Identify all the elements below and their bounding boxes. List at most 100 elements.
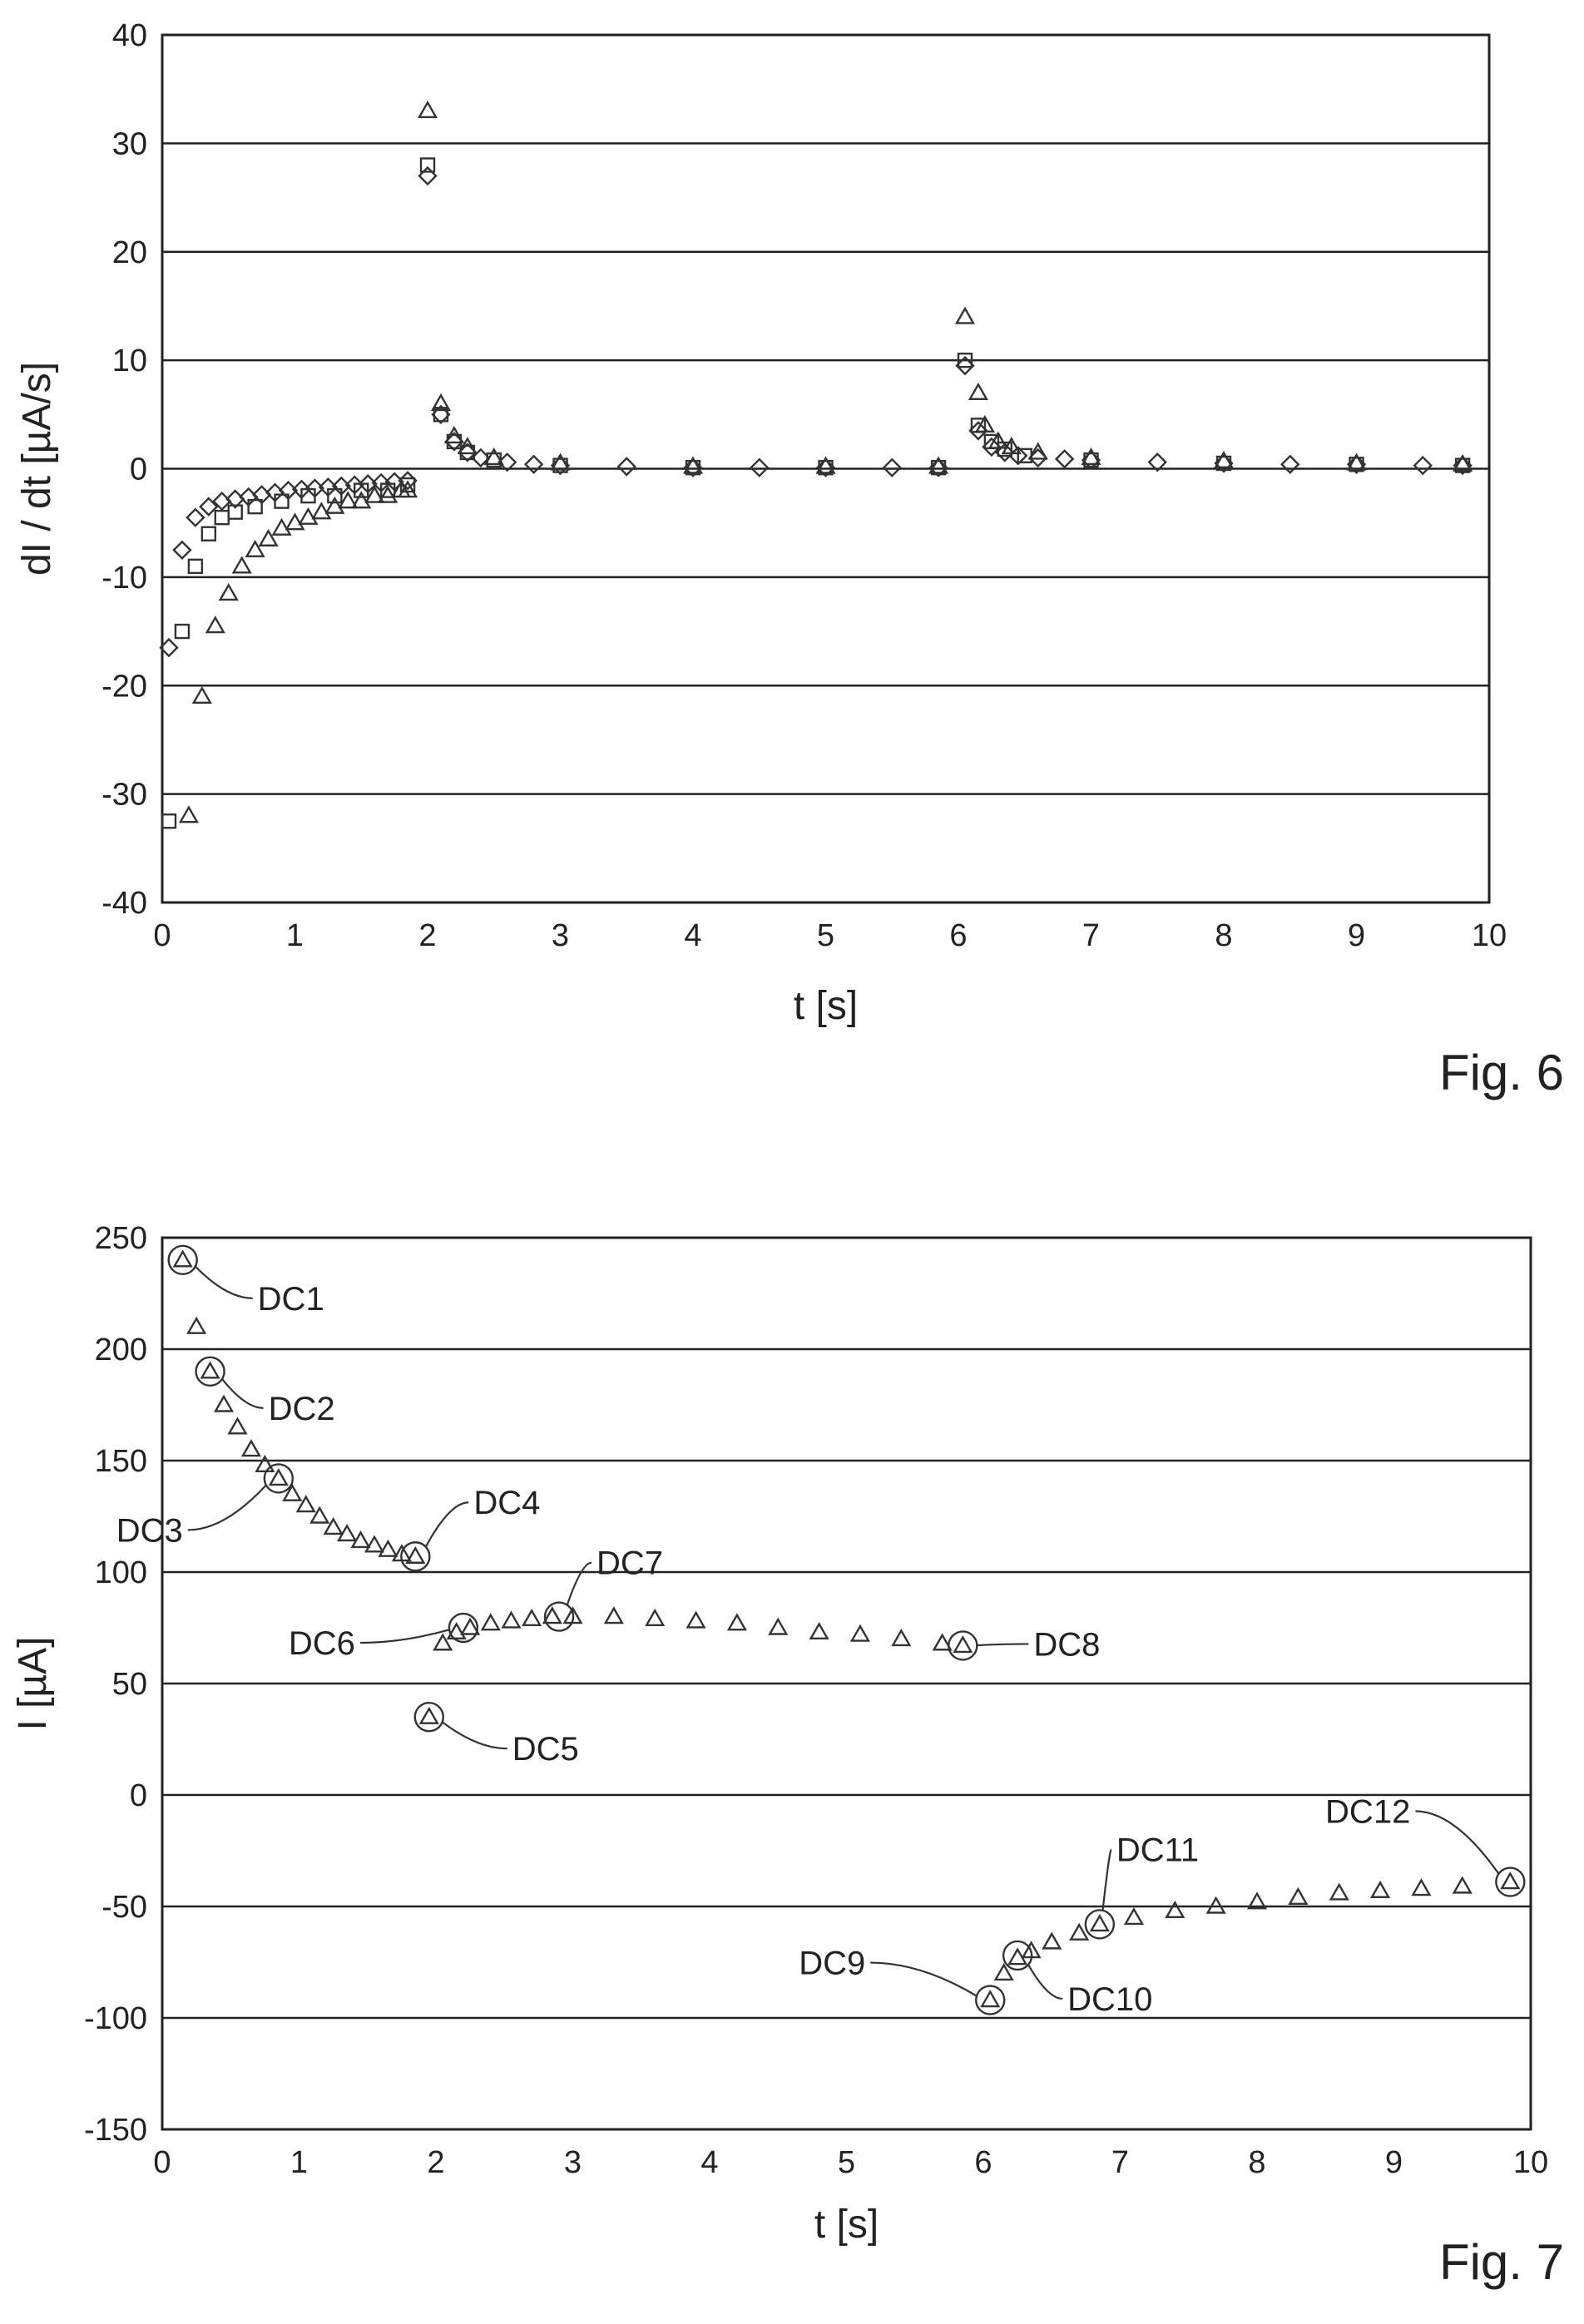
annotation-label: DC2 bbox=[269, 1391, 335, 1427]
data-point-triangle bbox=[191, 685, 212, 704]
data-point-diamond bbox=[444, 432, 464, 452]
data-point-triangle bbox=[501, 1610, 522, 1629]
annotation-circle bbox=[167, 1244, 198, 1276]
data-point-triangle bbox=[815, 456, 836, 474]
data-point-triangle bbox=[271, 517, 292, 536]
data-point-diamond bbox=[882, 457, 902, 477]
data-point-diamond bbox=[1214, 453, 1234, 473]
data-point-triangle bbox=[323, 1516, 344, 1535]
data-point-triangle bbox=[351, 491, 372, 509]
annotation-label: DC5 bbox=[512, 1731, 579, 1768]
y-tick-label: 40 bbox=[112, 18, 147, 53]
data-point-diamond bbox=[550, 455, 571, 476]
data-point-diamond bbox=[815, 457, 836, 477]
data-point-triangle bbox=[378, 485, 398, 503]
data-point-diamond bbox=[968, 421, 988, 441]
data-point-diamond bbox=[497, 452, 517, 472]
annotation-circle bbox=[975, 1985, 1006, 2015]
annotation-leader bbox=[566, 1561, 592, 1605]
annotation-label: DC11 bbox=[1116, 1832, 1199, 1868]
data-point-diamond bbox=[1346, 454, 1367, 474]
data-point-triangle bbox=[953, 1635, 973, 1654]
data-point-diamond bbox=[1453, 455, 1473, 476]
data-point-triangle bbox=[200, 1361, 220, 1379]
data-point-square bbox=[399, 477, 416, 493]
data-point-square bbox=[446, 433, 463, 450]
annotation-label: DC6 bbox=[289, 1625, 355, 1662]
x-tick-label: 6 bbox=[949, 918, 967, 953]
x-tick-label: 4 bbox=[700, 2145, 718, 2180]
annotation-circle bbox=[413, 1701, 444, 1733]
data-point-triangle bbox=[227, 1417, 248, 1435]
x-tick-label: 2 bbox=[418, 918, 436, 953]
data-point-diamond bbox=[1413, 455, 1433, 476]
data-point-triangle bbox=[245, 539, 265, 557]
data-point-square bbox=[1083, 452, 1099, 468]
x-tick-label: 0 bbox=[153, 918, 171, 953]
data-point-diamond bbox=[186, 507, 205, 527]
data-point-triangle bbox=[480, 1613, 501, 1631]
data-point-triangle bbox=[311, 502, 332, 520]
annotation-label: DC12 bbox=[1325, 1794, 1410, 1831]
data-point-square bbox=[161, 813, 177, 829]
annotation-label: DC7 bbox=[596, 1545, 663, 1582]
annotation-label: DC3 bbox=[116, 1512, 183, 1549]
data-point-triangle bbox=[298, 507, 319, 525]
data-point-triangle bbox=[231, 556, 252, 574]
data-point-diamond bbox=[523, 454, 544, 474]
data-point-triangle bbox=[268, 1468, 289, 1486]
data-point-triangle bbox=[603, 1606, 624, 1624]
data-point-triangle bbox=[522, 1608, 542, 1626]
y-tick-label: 250 bbox=[95, 1221, 147, 1256]
x-tick-label: 4 bbox=[684, 918, 701, 953]
data-point-triangle bbox=[1411, 1878, 1432, 1896]
annotation-circle bbox=[263, 1463, 295, 1494]
y-tick-label: 30 bbox=[112, 126, 147, 161]
data-point-diamond bbox=[955, 355, 975, 376]
data-point-square bbox=[1349, 457, 1364, 472]
y-tick-label: 10 bbox=[112, 344, 147, 378]
data-point-triangle bbox=[954, 306, 976, 324]
x-axis-label: t [s] bbox=[794, 984, 858, 1028]
data-point-square bbox=[1017, 447, 1032, 464]
annotation-circle bbox=[948, 1630, 978, 1661]
data-point-square bbox=[1454, 457, 1471, 473]
data-point-triangle bbox=[417, 100, 438, 118]
data-point-square bbox=[552, 457, 568, 473]
data-point-triangle bbox=[483, 447, 504, 466]
annotation-leader bbox=[187, 1484, 267, 1531]
annotation-leader bbox=[195, 1265, 253, 1299]
data-point-triangle bbox=[1027, 442, 1048, 460]
annotation-circle bbox=[1084, 1909, 1116, 1940]
data-point-square bbox=[214, 509, 230, 526]
data-point-triangle bbox=[768, 1617, 789, 1635]
data-point-triangle bbox=[338, 491, 359, 509]
x-tick-label: 9 bbox=[1348, 918, 1365, 953]
x-tick-label: 1 bbox=[286, 918, 304, 953]
data-point-diamond bbox=[1280, 454, 1300, 474]
data-point-diamond bbox=[616, 457, 636, 477]
data-point-triangle bbox=[645, 1608, 666, 1626]
data-point-diamond bbox=[750, 457, 770, 477]
data-point-triangle bbox=[218, 583, 239, 601]
data-point-diamond bbox=[471, 447, 491, 468]
data-point-square bbox=[174, 623, 191, 640]
annotation-circle bbox=[448, 1612, 479, 1644]
data-point-triangle bbox=[1500, 1872, 1521, 1890]
x-tick-label: 8 bbox=[1248, 2145, 1265, 2180]
y-tick-label: -150 bbox=[84, 2113, 147, 2148]
y-tick-label: 150 bbox=[95, 1444, 147, 1479]
data-point-diamond bbox=[172, 540, 192, 560]
x-tick-label: 9 bbox=[1385, 2145, 1403, 2180]
data-point-triangle bbox=[213, 1394, 235, 1412]
x-tick-label: 6 bbox=[974, 2145, 992, 2180]
data-point-triangle bbox=[891, 1628, 912, 1647]
y-tick-label: -20 bbox=[101, 669, 147, 704]
data-point-triangle bbox=[1123, 1906, 1145, 1926]
data-point-diamond bbox=[683, 457, 703, 477]
annotation-leader bbox=[1027, 1964, 1063, 2000]
annotation-circle bbox=[543, 1601, 575, 1632]
